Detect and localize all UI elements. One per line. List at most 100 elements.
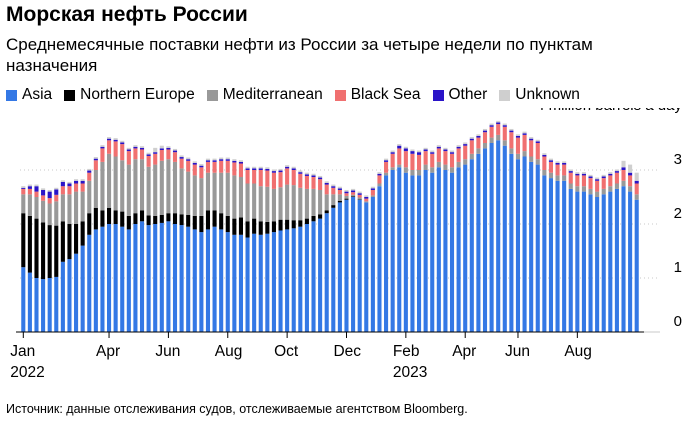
bar-segment — [601, 174, 606, 177]
bar-segment — [469, 137, 474, 139]
bar-segment — [344, 198, 349, 200]
bar-segment — [192, 175, 197, 216]
bar-segment — [113, 224, 118, 332]
bar-segment — [542, 175, 547, 332]
bar-segment — [113, 141, 118, 157]
bar-segment — [271, 188, 276, 222]
bar-segment — [463, 164, 468, 332]
bar-segment — [621, 180, 626, 187]
bar-segment — [298, 172, 303, 174]
bar-segment — [100, 145, 105, 147]
bar-segment — [47, 225, 52, 278]
bar-segment — [278, 219, 283, 231]
bar-segment — [199, 178, 204, 216]
bar-segment — [41, 279, 46, 332]
bar-segment — [542, 170, 547, 176]
bar-segment — [324, 210, 329, 214]
bar-segment — [265, 233, 270, 332]
bar-segment — [456, 148, 461, 162]
bar-segment — [34, 218, 39, 278]
bar-segment — [628, 175, 633, 187]
bar-segment — [205, 158, 211, 161]
bar-segment — [370, 197, 375, 332]
legend-item-unknown: Unknown — [499, 86, 580, 104]
bar-segment — [41, 222, 46, 280]
bar-segment — [252, 166, 257, 169]
bar-segment — [529, 138, 534, 141]
bar-segment — [318, 177, 323, 180]
bar-segment — [337, 202, 342, 332]
bar-segment — [469, 140, 474, 154]
bar-segment — [634, 172, 639, 181]
bar-segment — [562, 164, 567, 176]
chart-subtitle: Среднемесячные поставки нефти из России … — [6, 35, 593, 75]
bar-segment — [634, 194, 639, 200]
bar-segment — [298, 220, 303, 227]
bar-segment — [225, 232, 230, 332]
bar-segment — [482, 130, 488, 133]
bar-segment — [271, 171, 276, 173]
bar-segment — [87, 170, 92, 173]
legend: Asia Northern Europe Mediterranean Black… — [6, 86, 592, 104]
bar-segment — [21, 187, 26, 189]
y-tick-label: 1 — [674, 259, 682, 276]
bar-segment — [463, 159, 468, 165]
y-axis-label: 4 million barrels a day — [536, 108, 682, 114]
bar-segment — [608, 172, 613, 174]
bar-segment — [522, 131, 527, 134]
y-tick-label: 3 — [674, 151, 682, 168]
bar-segment — [608, 175, 613, 187]
bar-segment — [482, 128, 488, 131]
bar-segment — [67, 194, 72, 224]
bar-segment — [166, 149, 171, 160]
bar-segment — [186, 160, 191, 172]
bar-segment — [443, 164, 448, 170]
bar-segment — [502, 126, 507, 141]
bar-segment — [575, 172, 580, 174]
bar-segment — [205, 161, 211, 173]
bar-segment — [449, 153, 455, 168]
bar-segment — [575, 175, 580, 187]
bar-segment — [192, 161, 197, 163]
bar-segment — [67, 259, 72, 332]
bar-segment — [74, 183, 79, 192]
y-tick-label: 0 — [674, 313, 682, 330]
bar-segment — [93, 207, 98, 230]
x-tick-year-label: 2022 — [10, 364, 44, 381]
bar-segment — [311, 173, 316, 176]
bar-segment — [278, 172, 283, 188]
bar-segment — [370, 189, 375, 196]
bar-segment — [397, 145, 402, 149]
bar-segment — [192, 162, 197, 165]
bar-segment — [54, 189, 59, 195]
legend-label: Other — [448, 86, 488, 103]
bar-segment — [417, 170, 422, 176]
bar-segment — [608, 186, 613, 192]
bar-segment — [27, 215, 32, 273]
bar-segment — [47, 189, 52, 192]
bar-segment — [120, 211, 125, 227]
bar-segment — [555, 180, 560, 332]
bar-segment — [351, 194, 356, 197]
bar-segment — [456, 167, 461, 332]
bar-segment — [74, 191, 79, 224]
chart-title: Морская нефть России — [6, 3, 248, 26]
bar-segment — [219, 159, 224, 161]
bar-segment — [252, 233, 257, 332]
bar-segment — [113, 210, 118, 224]
bar-segment — [515, 153, 521, 160]
bar-segment — [581, 191, 586, 332]
bar-segment — [113, 139, 118, 142]
bar-segment — [443, 149, 448, 152]
bar-segment — [258, 168, 263, 170]
bar-segment — [133, 148, 138, 160]
bar-segment — [469, 138, 474, 141]
bar-segment — [133, 159, 138, 214]
bar-segment — [562, 162, 567, 165]
bar-segment — [555, 161, 560, 163]
bar-segment — [324, 184, 329, 195]
bar-segment — [430, 153, 435, 168]
bar-segment — [575, 186, 580, 192]
bar-segment — [159, 160, 164, 215]
bar-segment — [634, 183, 639, 195]
